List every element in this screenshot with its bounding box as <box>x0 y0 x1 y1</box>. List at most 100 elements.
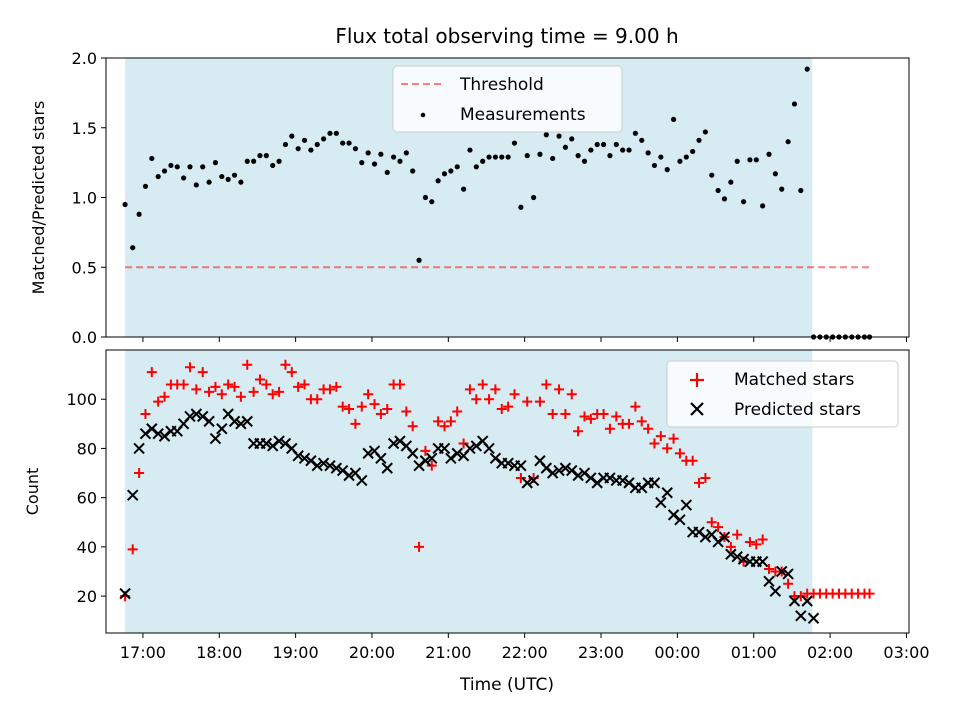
measurement-point <box>187 164 193 170</box>
matched-stars-point <box>694 477 705 488</box>
predicted-stars-point <box>197 410 209 423</box>
matched-stars-point <box>363 389 374 400</box>
matched-stars-point <box>751 539 762 550</box>
measurements-legend-label: Measurements <box>460 105 586 125</box>
measurement-point <box>760 203 766 209</box>
x-tick-label: 18:00 <box>196 643 242 662</box>
predicted-stars-point <box>119 587 131 600</box>
predicted-stars-point <box>540 462 553 474</box>
predicted-stars-point <box>712 536 724 548</box>
measurement-point <box>804 66 810 72</box>
measurement-point <box>136 211 142 217</box>
measurement-point <box>384 169 390 175</box>
measurement-point <box>677 158 683 164</box>
matched-stars-point <box>344 404 355 415</box>
measurement-point <box>193 182 199 188</box>
measurement-point <box>149 155 155 162</box>
measurement-point <box>333 130 339 136</box>
matched-stars-point <box>407 421 418 432</box>
measurement-point <box>740 199 747 205</box>
x-tick-label: 21:00 <box>425 643 471 662</box>
measurement-point <box>378 151 384 157</box>
predicted-stars-point <box>279 437 292 450</box>
count-y-axis-label: Count <box>23 468 42 516</box>
threshold-legend-label: Threshold <box>459 75 544 95</box>
predicted-stars-point <box>737 553 750 565</box>
measurement-point <box>155 173 161 180</box>
count-legend-box <box>666 360 899 428</box>
measurement-point <box>181 175 187 181</box>
predicted-stars-point <box>387 437 400 450</box>
measurement-point <box>658 154 664 160</box>
matched-stars-point <box>611 411 622 422</box>
matched-stars-point <box>184 362 195 373</box>
matched-stars-point <box>146 367 157 378</box>
matched-stars-point <box>267 389 278 400</box>
matched-stars-point <box>375 408 386 419</box>
predicted-stars-point <box>782 568 794 580</box>
predicted-stars-point <box>438 442 451 455</box>
measurement-point <box>480 158 486 164</box>
predicted-stars-point <box>317 457 330 469</box>
measurement-point <box>709 172 715 178</box>
matched-stars-point <box>573 426 584 437</box>
measurement-point <box>365 150 371 156</box>
matched-stars-point <box>795 591 806 602</box>
matched-stars-point <box>534 396 545 407</box>
predicted-stars-point <box>203 415 215 428</box>
matched-stars-point <box>496 404 507 415</box>
measurement-point <box>238 179 244 185</box>
predicted-stars-point <box>731 551 743 563</box>
matched-stars-point <box>426 460 437 471</box>
measurement-point <box>728 179 734 185</box>
count-panel: 20 40 60 80 100 17:00 18:00 19:00 20:00 21:00 22:… <box>23 349 930 695</box>
predicted-stars-point <box>216 423 228 435</box>
measurement-point <box>486 154 492 160</box>
predicted-stars-point <box>235 418 247 430</box>
predicted-stars-point <box>375 452 387 464</box>
predicted-stars-point <box>521 477 533 489</box>
matched-stars-point <box>687 455 698 466</box>
matched-stars-point <box>420 445 431 456</box>
x-tick-label: 23:00 <box>578 643 624 662</box>
predicted-stars-point <box>330 462 343 474</box>
time-x-ticks: 17:00 18:00 19:00 20:00 21:00 22:00 23:00 00:00… <box>120 633 930 662</box>
x-tick-label: 01:00 <box>731 643 777 662</box>
matched-stars-point <box>700 472 711 483</box>
measurement-point <box>212 160 219 166</box>
predicted-stars-point <box>546 467 559 479</box>
measurement-point <box>562 144 569 150</box>
matched-stars-point <box>503 401 514 412</box>
matched-stars-point <box>471 394 482 405</box>
count-legend: Matched stars Predicted stars <box>666 360 899 428</box>
measurement-point <box>257 153 263 159</box>
matched-legend-label: Matched stars <box>734 370 854 390</box>
matched-stars-point <box>324 384 335 395</box>
measurement-point <box>594 141 600 148</box>
matched-stars-point <box>547 408 558 419</box>
matched-stars-point <box>127 544 138 555</box>
measurement-point <box>340 140 346 146</box>
matched-stars-point <box>649 438 660 449</box>
y-tick-label: 80 <box>77 439 97 458</box>
measurement-point <box>639 137 645 143</box>
matched-stars-point <box>764 564 775 575</box>
predicted-stars-point <box>807 612 820 624</box>
matched-stars-point <box>566 389 577 400</box>
measurement-point <box>607 153 613 159</box>
matched-stars-point <box>312 394 323 405</box>
matched-stars-point <box>560 408 571 419</box>
predicted-stars-point <box>190 408 203 420</box>
measurement-point <box>721 196 728 202</box>
matched-stars-point <box>394 379 405 390</box>
measurement-point <box>270 162 276 169</box>
measurement-point <box>295 146 301 152</box>
y-tick-label: 100 <box>66 390 97 409</box>
measurement-point <box>645 150 651 156</box>
measurement-point <box>161 168 168 174</box>
predicted-stars-point <box>763 575 775 588</box>
measurement-point <box>537 151 543 157</box>
matched-stars-point <box>477 379 488 390</box>
predicted-stars-point <box>445 452 457 464</box>
measurement-point <box>289 133 295 139</box>
